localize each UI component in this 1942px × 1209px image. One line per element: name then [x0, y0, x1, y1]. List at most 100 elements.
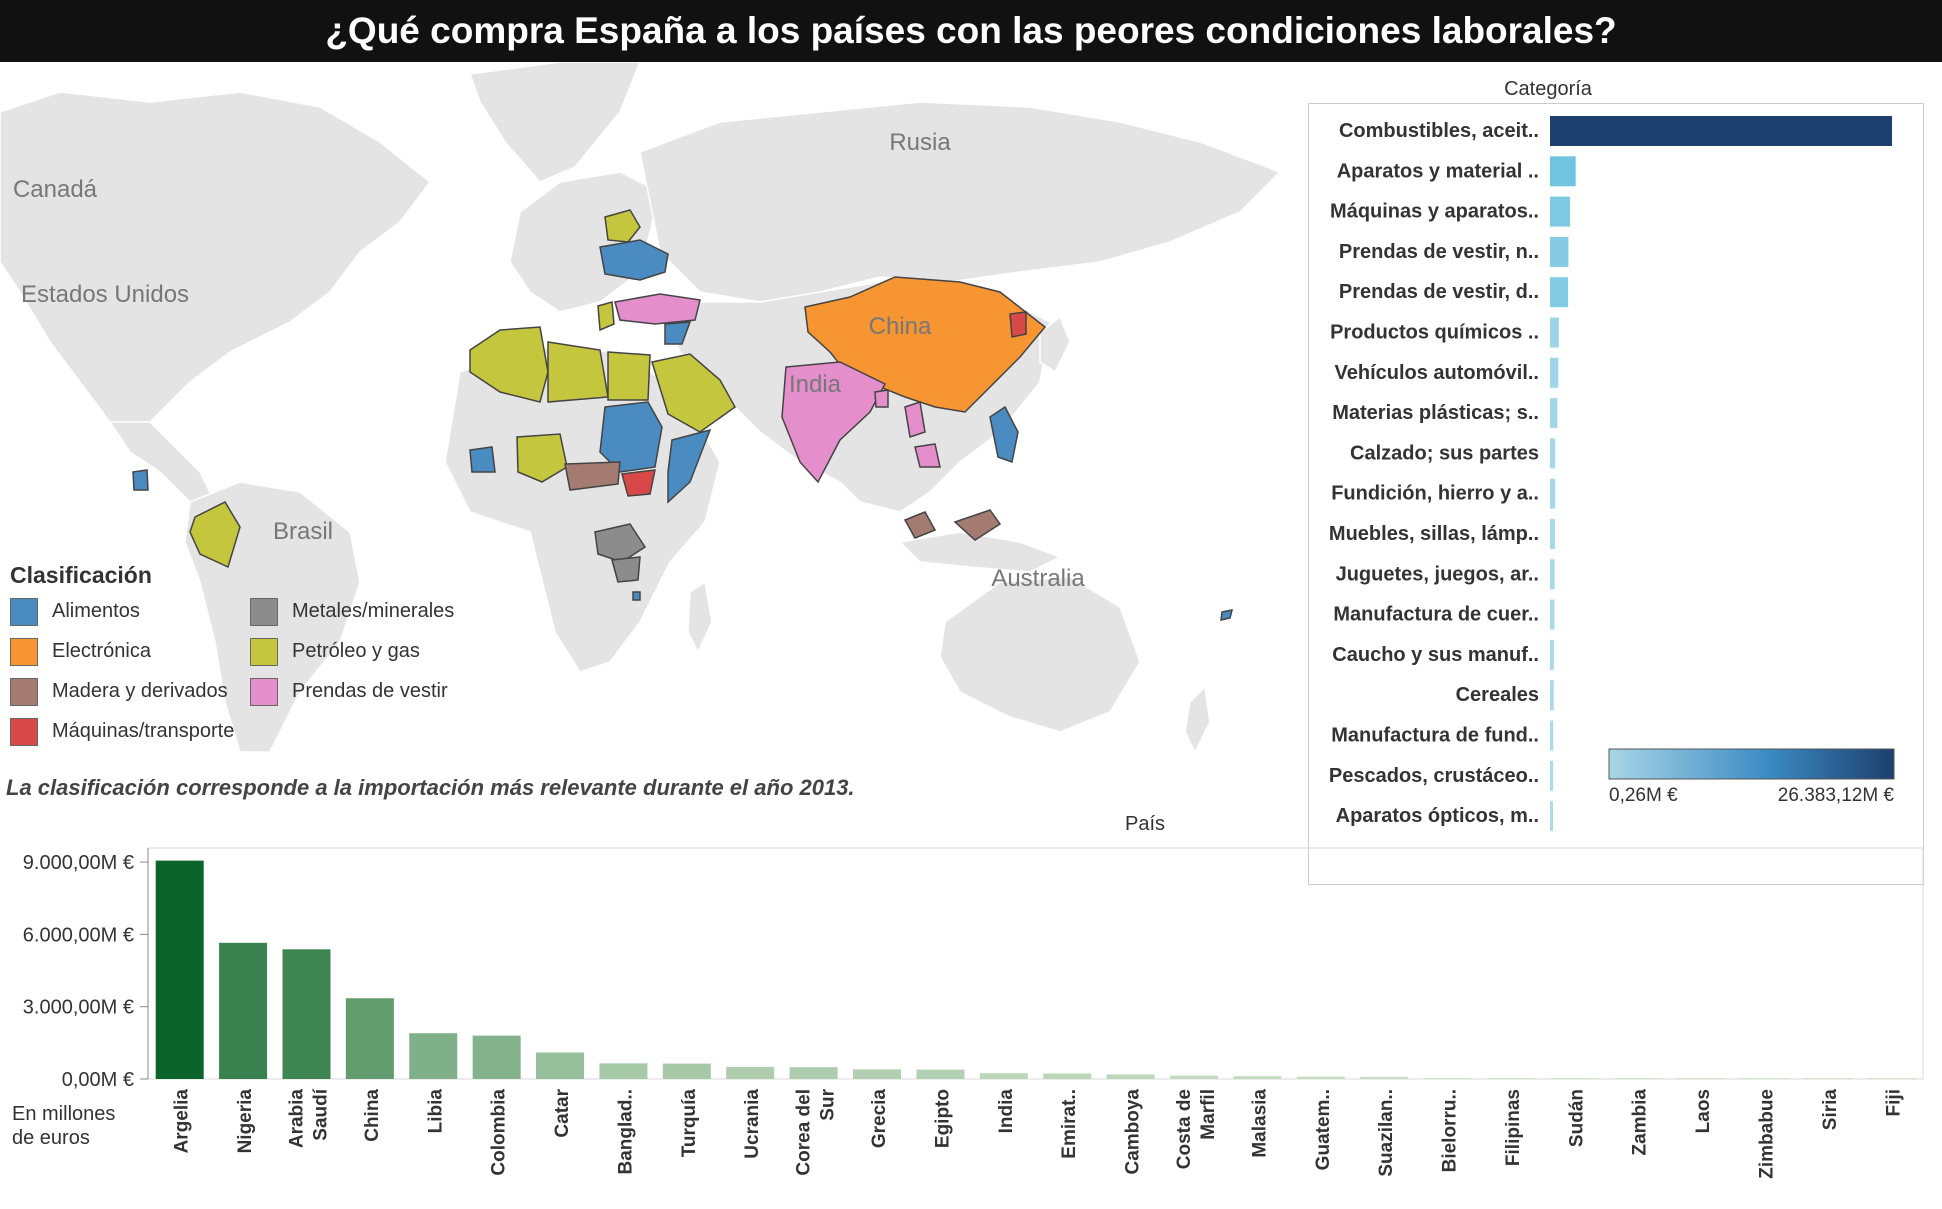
category-bar[interactable] [1550, 156, 1576, 186]
category-bar[interactable] [1550, 197, 1570, 227]
category-bar[interactable] [1550, 640, 1554, 670]
country-bar[interactable] [1614, 1078, 1662, 1079]
country-bar[interactable] [536, 1052, 584, 1079]
category-bar[interactable] [1550, 438, 1555, 468]
category-label: Juguetes, juegos, ar.. [1336, 563, 1539, 585]
country-chart-title: País [1080, 813, 1210, 836]
legend-item-electronica[interactable]: Electrónica [10, 637, 250, 666]
legend-swatch [250, 638, 278, 666]
category-label: Caucho y sus manuf.. [1332, 644, 1539, 666]
legend-label: Prendas de vestir [292, 680, 448, 703]
y-tick-label: 9.000,00M € [23, 852, 134, 874]
country-bar[interactable] [219, 943, 267, 1079]
country-turquia [615, 294, 700, 324]
country-bar[interactable] [1487, 1078, 1535, 1079]
category-bar[interactable] [1550, 318, 1559, 348]
legend-title: Clasificación [10, 562, 490, 589]
legend-label: Electrónica [52, 640, 151, 663]
y-tick-label: 3.000,00M € [23, 997, 134, 1019]
country-bar[interactable] [1297, 1077, 1345, 1079]
legend-item-metales-minerales[interactable]: Metales/minerales [250, 597, 490, 626]
country-label: Ucrania [742, 1089, 763, 1159]
category-bar[interactable] [1550, 600, 1555, 630]
y-axis-title: En millones de euros [12, 1103, 115, 1149]
country-corea-sur [1010, 312, 1026, 337]
legend-item-madera-derivados[interactable]: Madera y derivados [10, 677, 250, 706]
map-label-china: China [869, 313, 932, 340]
legend-item-maquinas-transporte[interactable]: Máquinas/transporte [10, 717, 250, 746]
country-bar[interactable] [1043, 1073, 1091, 1079]
category-bar[interactable] [1550, 559, 1555, 589]
country-bar[interactable] [1741, 1078, 1789, 1079]
country-bar[interactable] [916, 1070, 964, 1079]
country-label: China [362, 1089, 383, 1142]
country-bar[interactable] [790, 1067, 838, 1079]
category-bar[interactable] [1550, 680, 1554, 710]
country-label: Nigeria [235, 1089, 256, 1154]
category-label: Prendas de vestir, n.. [1339, 241, 1539, 263]
country-bar[interactable] [1170, 1076, 1218, 1079]
legend-item-prendas-vestir[interactable]: Prendas de vestir [250, 677, 490, 706]
country-bar[interactable] [663, 1064, 711, 1079]
country-banglades [875, 390, 888, 407]
country-bar[interactable] [1550, 1078, 1598, 1079]
country-label: Libia [425, 1089, 446, 1134]
country-label: Sudán [1566, 1089, 1587, 1147]
country-bar[interactable] [1804, 1078, 1852, 1079]
country-label: Camboya [1123, 1089, 1144, 1175]
legend-item-petroleo-gas[interactable]: Petróleo y gas [250, 637, 490, 666]
category-bar[interactable] [1550, 237, 1568, 267]
legend-swatch [10, 678, 38, 706]
legend-swatch [250, 678, 278, 706]
category-bar[interactable] [1550, 277, 1568, 307]
country-chart[interactable]: 0,00M € 3.000,00M € 6.000,00M € 9.000,00M €… [0, 838, 1942, 1209]
category-label: Máquinas y aparatos.. [1330, 201, 1539, 223]
madagascar-shape [688, 582, 712, 652]
category-bar[interactable] [1550, 358, 1558, 388]
category-label: Cereales [1456, 684, 1539, 706]
category-bar[interactable] [1550, 479, 1555, 509]
country-bar[interactable] [853, 1069, 901, 1079]
category-label: Muebles, sillas, lámp.. [1329, 523, 1539, 545]
country-bar[interactable] [282, 949, 330, 1079]
country-bar[interactable] [473, 1036, 521, 1079]
central-america-shape [110, 422, 215, 502]
color-scale-min: 0,26M € [1609, 785, 1678, 806]
country-bar[interactable] [599, 1063, 647, 1079]
color-scale-max: 26.383,12M € [1778, 785, 1895, 806]
map-label-canada: Canadá [13, 176, 98, 203]
category-bar[interactable] [1550, 116, 1892, 146]
country-bar[interactable] [1233, 1076, 1281, 1079]
category-bar[interactable] [1550, 801, 1553, 831]
legend-label: Petróleo y gas [292, 640, 420, 663]
country-bar[interactable] [726, 1067, 774, 1079]
country-bar[interactable] [156, 861, 204, 1079]
country-bar[interactable] [1360, 1077, 1408, 1079]
country-bar[interactable] [1677, 1078, 1725, 1079]
y-tick-label: 6.000,00M € [23, 924, 134, 946]
country-label: Arabia Saudí [286, 1088, 331, 1148]
australia-shape [940, 577, 1140, 732]
country-bar[interactable] [346, 998, 394, 1079]
country-bar[interactable] [1424, 1078, 1472, 1079]
north-america-shape [0, 92, 430, 422]
country-bar[interactable] [1867, 1078, 1915, 1079]
category-bar[interactable] [1550, 519, 1555, 549]
country-label: Zambia [1630, 1089, 1651, 1156]
country-bar[interactable] [980, 1073, 1028, 1079]
country-bar[interactable] [1107, 1074, 1155, 1079]
category-bar[interactable] [1550, 398, 1557, 428]
country-label: Corea del Sur [794, 1088, 839, 1175]
new-zealand-shape [1185, 687, 1210, 752]
country-label: Catar [552, 1088, 573, 1137]
country-label: Grecia [869, 1089, 890, 1149]
map-label-rusia: Rusia [889, 129, 951, 156]
category-bar[interactable] [1550, 721, 1553, 751]
category-bar[interactable] [1550, 761, 1553, 791]
country-libia [548, 342, 608, 402]
country-bar[interactable] [409, 1033, 457, 1079]
country-camboya [915, 444, 940, 467]
category-label: Manufactura de fund.. [1331, 725, 1539, 747]
legend-label: Alimentos [52, 600, 140, 623]
legend-item-alimentos[interactable]: Alimentos [10, 597, 250, 626]
